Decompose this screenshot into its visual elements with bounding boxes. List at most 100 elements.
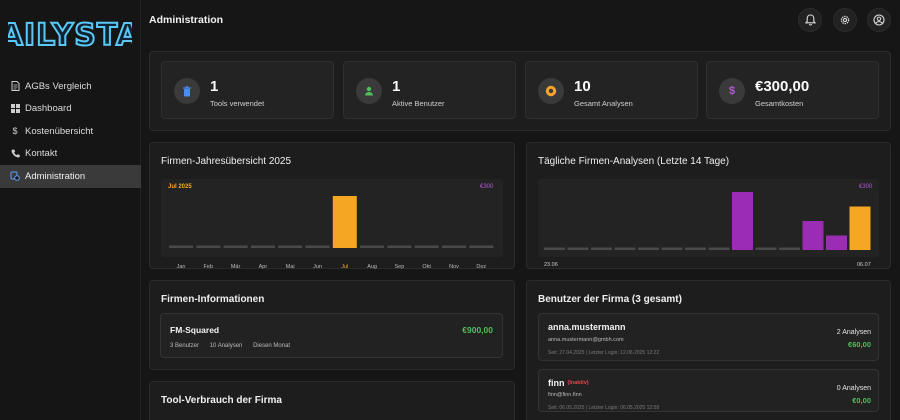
- bar-27.06[interactable]: [638, 247, 659, 251]
- top-header: Administration: [141, 0, 900, 40]
- user-card[interactable]: finn (Inaktiv) finn@finn.finn Seit: 06.05…: [538, 369, 879, 412]
- sidebar-item-kontakt[interactable]: Kontakt: [0, 143, 141, 166]
- chart-title: Tägliche Firmen-Analysen (Letzte 14 Tage…: [538, 156, 730, 167]
- company-period: Diesen Monat: [253, 343, 291, 349]
- x-axis-start-label: 23.06: [544, 262, 558, 268]
- company-amount: €900,00: [462, 325, 493, 335]
- bar-dez[interactable]: [469, 245, 494, 249]
- bar-nov[interactable]: [442, 245, 466, 249]
- sidebar-item-label: Dashboard: [25, 103, 72, 115]
- bar-mai[interactable]: [278, 245, 303, 249]
- bar-mär[interactable]: [223, 245, 248, 249]
- grid-icon: [9, 103, 21, 115]
- bar-01.07[interactable]: [732, 192, 753, 250]
- bar-02.07[interactable]: [755, 247, 777, 251]
- user-card[interactable]: anna.mustermann anna.mustermann@gmbh.com…: [538, 313, 879, 361]
- stat-card-users: 1 Aktive Benutzer: [343, 61, 516, 119]
- x-tick-label: Mär: [231, 264, 241, 270]
- bar-aug[interactable]: [360, 245, 385, 249]
- sidebar-item-kostenuebersicht[interactable]: $ Kostenübersicht: [0, 120, 141, 143]
- yearly-chart-area: [161, 179, 503, 257]
- x-tick-label: Jul: [341, 264, 348, 270]
- company-name: FM-Squared: [170, 325, 220, 335]
- user-email: anna.mustermann@gmbh.com: [548, 337, 624, 343]
- stat-card-analyses: 10 Gesamt Analysen: [525, 61, 698, 119]
- x-tick-label: Sep: [395, 264, 405, 270]
- bar-jul[interactable]: [332, 196, 357, 248]
- sidebar-item-dashboard[interactable]: Dashboard: [0, 98, 141, 121]
- user-analyses: 0 Analysen: [836, 385, 871, 392]
- panel-title: Tool-Verbrauch der Firma: [161, 395, 282, 406]
- tool-usage-panel: Tool-Verbrauch der Firma: [149, 381, 515, 420]
- chart-max-label: €300: [480, 184, 494, 190]
- user-inactive-badge: (Inaktiv): [567, 380, 589, 386]
- bar-03.07[interactable]: [779, 247, 800, 251]
- profile-button[interactable]: [867, 8, 891, 32]
- bar-29.06[interactable]: [685, 247, 706, 251]
- user-cost: €60,00: [848, 340, 871, 349]
- bar-05.07[interactable]: [826, 235, 847, 251]
- logo-graphic: AILYSTA: [8, 17, 132, 53]
- bar-06.07[interactable]: [849, 206, 871, 251]
- bar-28.06[interactable]: [661, 247, 683, 251]
- user-name: anna.mustermann: [548, 322, 626, 332]
- page-title: Administration: [149, 14, 224, 26]
- settings-button[interactable]: [833, 8, 857, 32]
- bar-04.07[interactable]: [802, 221, 824, 250]
- svg-text:AILYSTA: AILYSTA: [8, 18, 132, 53]
- stat-value: €300,00: [755, 78, 810, 95]
- stat-card-tools: 1 Tools verwendet: [161, 61, 334, 119]
- company-card: FM-Squared €900,00 3 Benutzer 10 Analyse…: [160, 313, 503, 358]
- phone-icon: [9, 148, 21, 160]
- stat-card-costs: $ €300,00 Gesamtkosten: [706, 61, 879, 119]
- sidebar-item-label: Kostenübersicht: [25, 125, 94, 137]
- sidebar: AILYSTA AGBs Vergleich Dashboard $ Koste…: [0, 0, 141, 420]
- sidebar-item-label: Kontakt: [25, 148, 58, 160]
- x-tick-label: Jun: [313, 264, 322, 270]
- dollar-icon: $: [719, 78, 745, 104]
- user-analyses: 2 Analysen: [836, 329, 871, 336]
- sidebar-item-agbs-vergleich[interactable]: AGBs Vergleich: [0, 75, 141, 98]
- app-logo[interactable]: AILYSTA: [8, 15, 132, 53]
- dollar-icon: $: [12, 126, 18, 137]
- chart-highlight-label: Jul 2025: [168, 184, 192, 190]
- bar-feb[interactable]: [196, 245, 221, 249]
- user-name-text: anna.mustermann: [548, 322, 626, 332]
- bar-jun[interactable]: [305, 245, 330, 249]
- panel-title: Firmen-Informationen: [161, 294, 265, 305]
- sidebar-item-label: AGBs Vergleich: [25, 80, 92, 92]
- bar-23.06[interactable]: [544, 247, 565, 251]
- user-email: finn@finn.finn: [548, 392, 582, 398]
- bar-25.06[interactable]: [591, 247, 612, 251]
- bar-jan[interactable]: [169, 245, 193, 249]
- bar-sep[interactable]: [387, 245, 412, 249]
- target-icon: [538, 78, 564, 104]
- bar-24.06[interactable]: [567, 247, 589, 251]
- company-analyses-count: 10 Analysen: [209, 343, 243, 349]
- stat-label: Aktive Benutzer: [392, 99, 445, 108]
- stat-value: 1: [392, 78, 401, 95]
- stat-label: Gesamt Analysen: [574, 99, 633, 108]
- notifications-button[interactable]: [798, 8, 822, 32]
- bar-okt[interactable]: [414, 245, 439, 249]
- bar-apr[interactable]: [250, 245, 275, 249]
- user-dates: Seit: 06.05.2025 | Letzter Login: 06.05.…: [548, 405, 660, 411]
- gear-icon: [840, 15, 850, 25]
- panel-title: Benutzer der Firma (3 gesamt): [538, 294, 682, 305]
- user-name-text: finn: [548, 378, 565, 388]
- user-icon: [356, 78, 382, 104]
- bar-26.06[interactable]: [614, 247, 636, 251]
- x-tick-label: Okt: [422, 264, 431, 270]
- user-circle-icon: [873, 14, 885, 26]
- bell-icon: [804, 14, 816, 26]
- user-cost: €0,00: [852, 396, 871, 405]
- sidebar-item-administration[interactable]: Administration: [0, 165, 141, 188]
- bar-30.06[interactable]: [708, 247, 730, 251]
- chart-title: Firmen-Jahresübersicht 2025: [161, 156, 292, 167]
- admin-icon: [9, 170, 21, 182]
- stat-label: Gesamtkosten: [755, 99, 804, 108]
- company-meta: 3 Benutzer 10 Analysen Diesen Monat: [170, 343, 299, 349]
- chart-max-label: €300: [859, 184, 873, 190]
- sidebar-nav: AGBs Vergleich Dashboard $ Kostenübersic…: [0, 75, 141, 188]
- user-name: finn (Inaktiv): [548, 378, 589, 388]
